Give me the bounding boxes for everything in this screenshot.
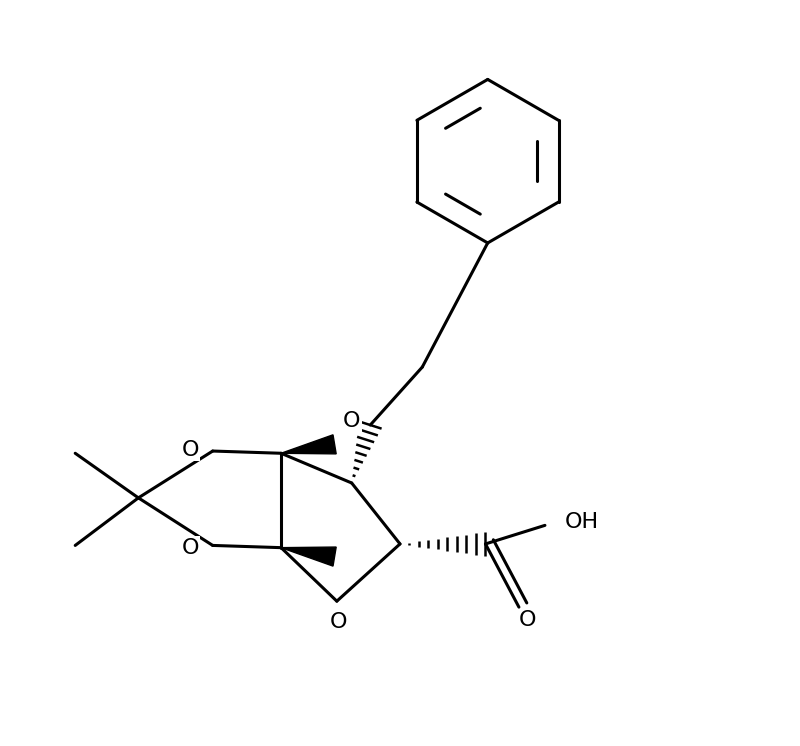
Text: O: O	[182, 439, 199, 460]
Polygon shape	[281, 547, 336, 566]
Text: O: O	[343, 411, 361, 431]
Text: O: O	[519, 610, 537, 630]
Polygon shape	[281, 435, 336, 454]
Text: O: O	[330, 612, 347, 632]
Text: O: O	[182, 538, 199, 558]
Text: OH: OH	[565, 512, 599, 532]
